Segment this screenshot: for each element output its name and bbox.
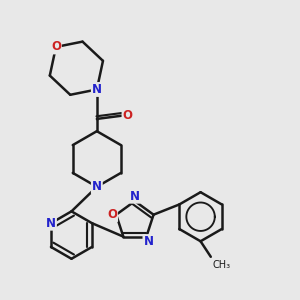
Text: N: N	[143, 235, 154, 248]
Text: CH₃: CH₃	[213, 260, 231, 270]
Text: N: N	[46, 217, 56, 230]
Text: O: O	[107, 208, 117, 221]
Text: N: N	[92, 83, 102, 96]
Text: O: O	[122, 109, 133, 122]
Text: N: N	[130, 190, 140, 203]
Text: O: O	[51, 40, 61, 53]
Text: N: N	[92, 180, 102, 193]
